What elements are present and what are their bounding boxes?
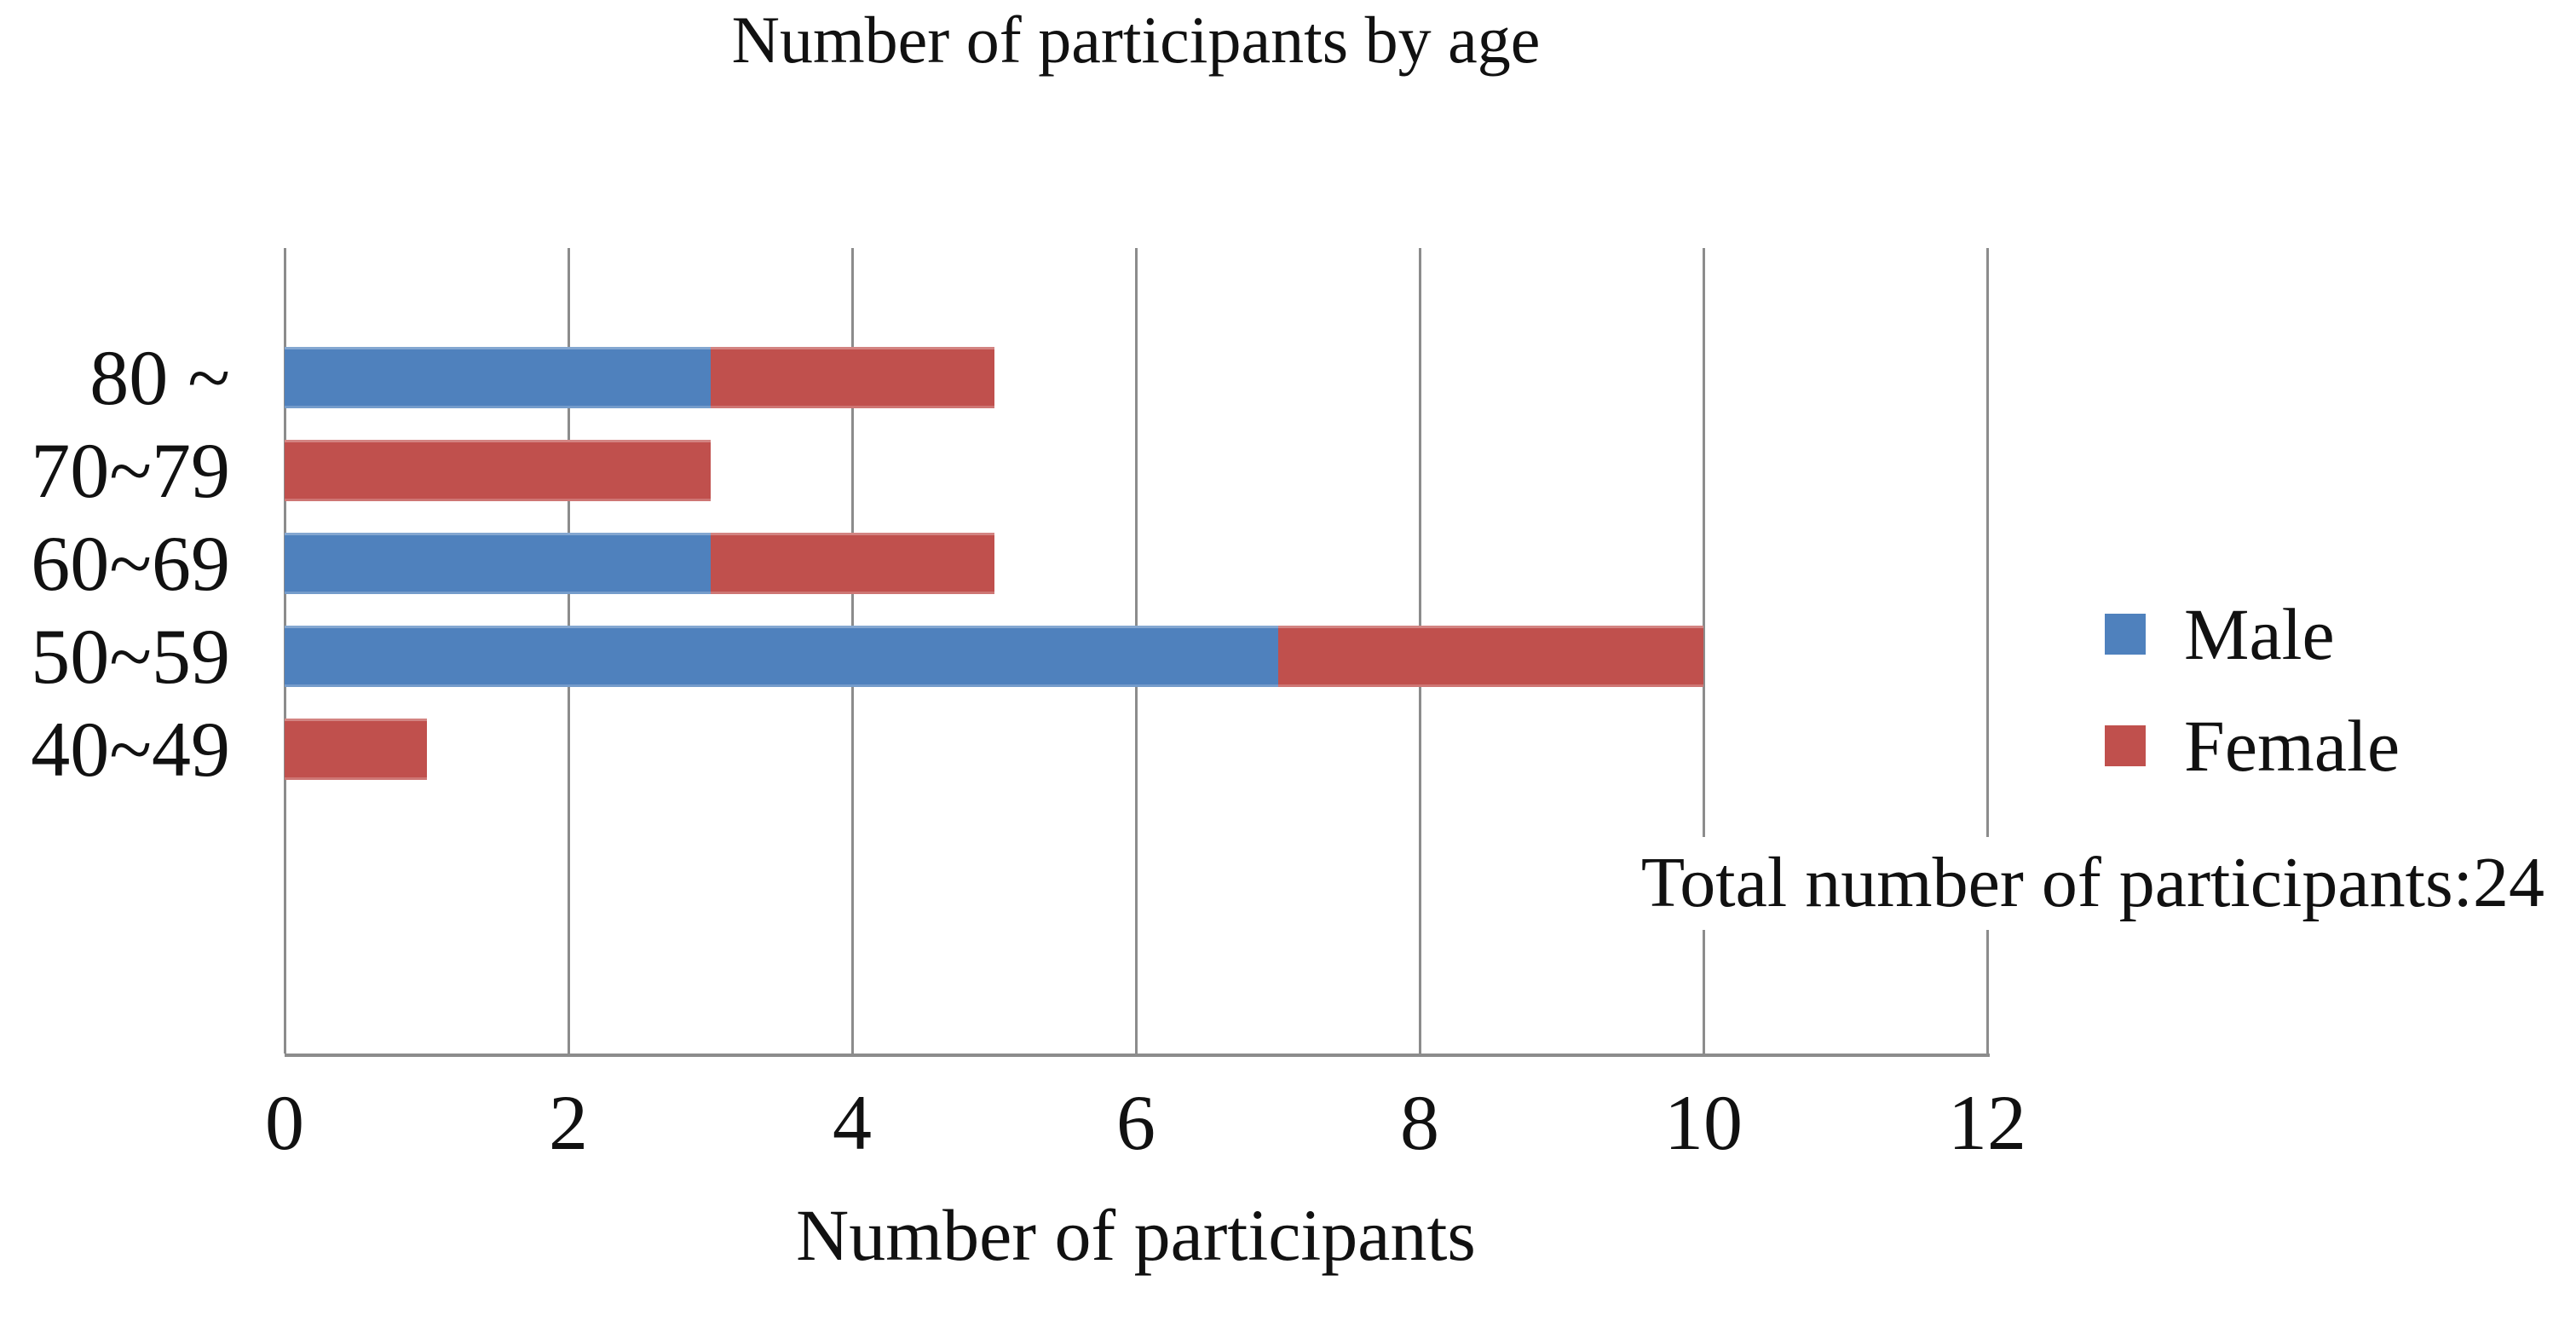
x-tick-label-0: 0: [265, 1079, 304, 1166]
chart-title: Number of participants by age: [731, 3, 1541, 77]
x-axis-title: Number of participants: [796, 1194, 1476, 1276]
y-axis-label-40~49: 40~49: [31, 706, 230, 793]
legend-label-female: Female: [2184, 705, 2400, 787]
legend-label-male: Male: [2184, 593, 2335, 675]
bar-segment-female-60~69: [710, 533, 994, 594]
gridline-x-12: [1985, 248, 1989, 1054]
legend: Male Female: [2105, 593, 2400, 825]
y-axis-label-60~69: 60~69: [31, 520, 230, 607]
bar-segment-male-80~: [285, 347, 711, 408]
x-axis-line: [285, 1054, 1990, 1057]
bar-segment-female-40~49: [285, 719, 427, 780]
legend-item-female: Female: [2105, 705, 2400, 787]
x-tick-label-2: 2: [549, 1079, 588, 1166]
total-annotation: Total number of participants:24: [1635, 837, 2550, 930]
y-axis-label-50~59: 50~59: [31, 613, 230, 700]
bar-segment-female-50~59: [1277, 626, 1703, 687]
bar-segment-male-50~59: [285, 626, 1278, 687]
x-tick-label-8: 8: [1400, 1079, 1439, 1166]
bar-segment-female-70~79: [285, 440, 711, 501]
x-tick-label-6: 6: [1116, 1079, 1155, 1166]
x-tick-label-4: 4: [833, 1079, 872, 1166]
gridline-x-10: [1702, 248, 1705, 1054]
legend-swatch-female-icon: [2105, 725, 2146, 766]
bar-segment-female-80~: [710, 347, 994, 408]
x-tick-label-10: 10: [1664, 1079, 1743, 1166]
y-axis-label-80~: 80 ~: [89, 334, 230, 421]
bar-segment-male-60~69: [285, 533, 711, 594]
y-axis-label-70~79: 70~79: [31, 427, 230, 514]
x-tick-label-12: 12: [1948, 1079, 2026, 1166]
legend-swatch-male-icon: [2105, 614, 2146, 655]
legend-item-male: Male: [2105, 593, 2400, 675]
